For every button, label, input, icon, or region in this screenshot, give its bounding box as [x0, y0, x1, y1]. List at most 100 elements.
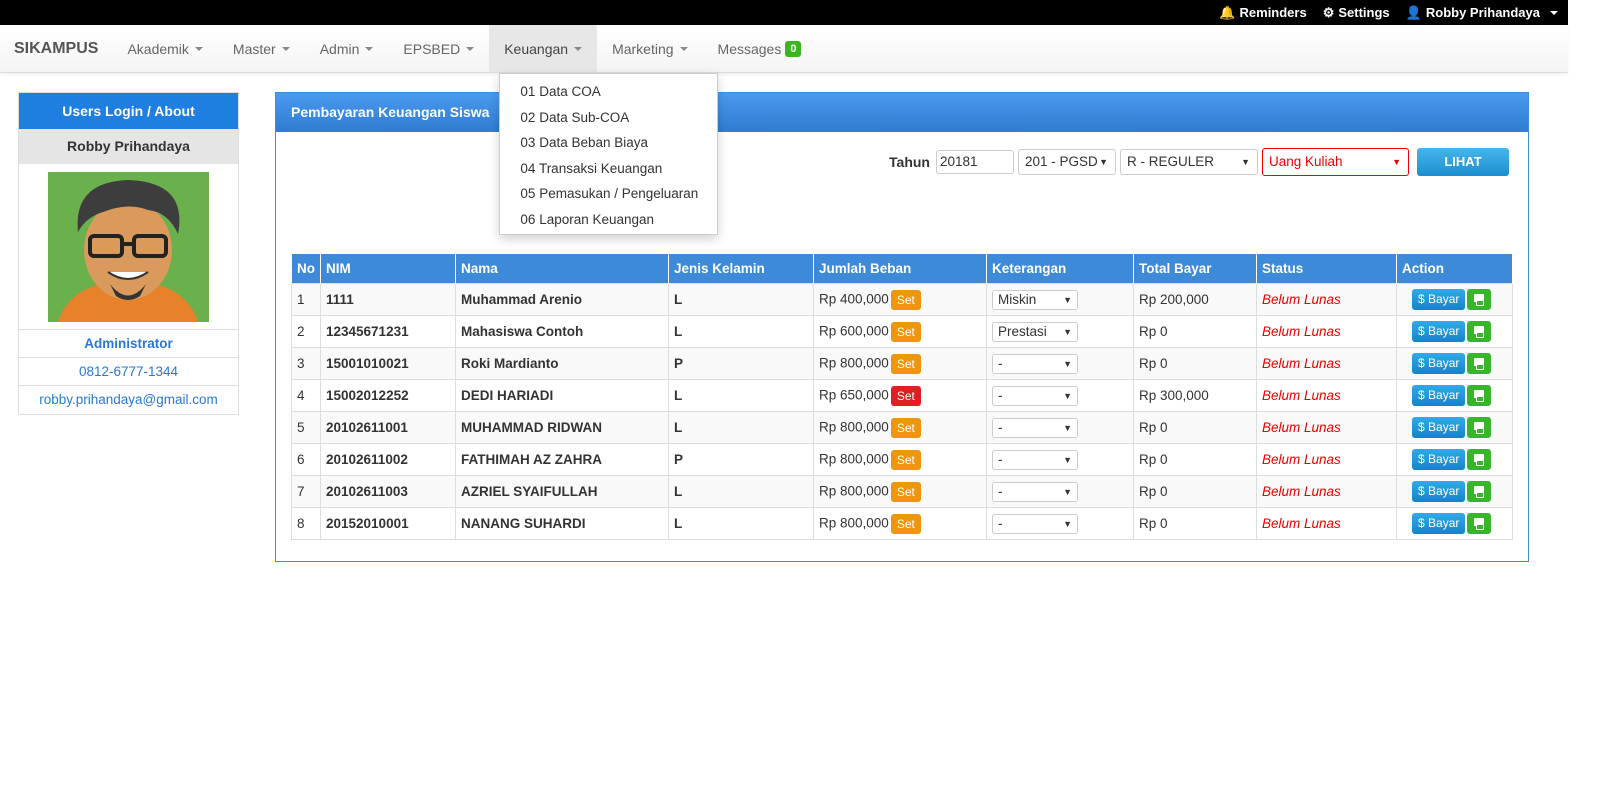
user-menu[interactable]: 👤 Robby Prihandaya: [1406, 5, 1558, 21]
cell-nama: Muhammad Arenio: [455, 283, 669, 316]
bayar-button[interactable]: $ Bayar: [1412, 417, 1466, 439]
menu-item[interactable]: 03 Data Beban Biaya: [520, 135, 649, 150]
nav-keuangan[interactable]: Keuangan: [489, 25, 598, 72]
jenis-biaya-select[interactable]: Uang Kuliah ▼: [1262, 148, 1409, 176]
keterangan-select[interactable]: Miskin ▼: [992, 289, 1078, 310]
nav-master[interactable]: Master: [218, 25, 305, 72]
bayar-label: Bayar: [1428, 452, 1460, 467]
cell-action: $ Bayar: [1396, 347, 1513, 380]
cell-keterangan: - ▼: [986, 507, 1134, 540]
cell-total: Rp 0: [1133, 443, 1257, 476]
cell-total: Rp 0: [1133, 315, 1257, 348]
tahun-input[interactable]: 20181: [936, 150, 1014, 174]
brand-logo[interactable]: SIKAMPUS: [14, 39, 99, 57]
user-phone: 0812-6777-1344: [19, 358, 238, 386]
bayar-button[interactable]: $ Bayar: [1412, 513, 1466, 535]
dropdown-arrow-icon: ▼: [1099, 157, 1108, 167]
reminders-link[interactable]: 🔔 Reminders: [1219, 4, 1307, 21]
keterangan-select[interactable]: - ▼: [992, 385, 1078, 406]
bayar-label: Bayar: [1428, 388, 1460, 403]
cell-no: 2: [291, 315, 321, 348]
bayar-button[interactable]: $ Bayar: [1412, 321, 1466, 343]
keterangan-value: -: [998, 355, 1003, 371]
nav-marketing[interactable]: Marketing: [597, 25, 702, 72]
cell-nim: 1111: [320, 283, 456, 316]
cell-keterangan: - ▼: [986, 443, 1134, 476]
nav-admin[interactable]: Admin: [305, 25, 389, 72]
keterangan-select[interactable]: - ▼: [992, 417, 1078, 438]
dropdown-arrow-icon: ▼: [1063, 518, 1072, 529]
user-icon: 👤: [1405, 4, 1422, 20]
cell-jk: L: [668, 315, 814, 348]
user-email[interactable]: robby.prihandaya@gmail.com: [39, 392, 218, 407]
payment-panel: Pembayaran Keuangan Siswa Tahun 20181 20…: [275, 92, 1529, 562]
dollar-icon: $: [1418, 324, 1429, 339]
nav-akademik[interactable]: Akademik: [112, 25, 217, 72]
keterangan-select[interactable]: - ▼: [992, 449, 1078, 470]
table-row: 7 20102611003 AZRIEL SYAIFULLAH L Rp 800,000…: [291, 475, 1513, 508]
set-button[interactable]: Set: [890, 417, 921, 438]
keterangan-value: Miskin: [998, 291, 1037, 307]
set-button[interactable]: Set: [890, 385, 921, 406]
bayar-button[interactable]: $ Bayar: [1412, 481, 1466, 503]
set-button[interactable]: Set: [890, 481, 921, 502]
avatar: [19, 164, 238, 330]
keterangan-select[interactable]: - ▼: [992, 353, 1078, 374]
messages-count-badge: 0: [785, 40, 802, 57]
bayar-button[interactable]: $ Bayar: [1412, 353, 1466, 375]
print-icon[interactable]: [1467, 480, 1492, 502]
dollar-icon: $: [1418, 292, 1429, 307]
settings-link[interactable]: ⚙ Settings: [1322, 4, 1390, 21]
set-button[interactable]: Set: [890, 321, 921, 342]
top-bar: 🔔 Reminders ⚙ Settings 👤 Robby Prihandaya: [0, 0, 1568, 25]
print-icon[interactable]: [1467, 384, 1492, 406]
bayar-button[interactable]: $ Bayar: [1412, 385, 1466, 407]
prodi-select[interactable]: 201 - PGSD ▼: [1018, 149, 1116, 175]
menu-item[interactable]: 01 Data COA: [520, 84, 601, 99]
keterangan-select[interactable]: - ▼: [992, 513, 1078, 534]
bayar-button[interactable]: $ Bayar: [1412, 449, 1466, 471]
print-icon[interactable]: [1467, 512, 1492, 534]
keterangan-value: -: [998, 419, 1003, 435]
dollar-icon: $: [1418, 452, 1429, 467]
cell-nama: Roki Mardianto: [455, 347, 669, 380]
column-header: Action: [1396, 253, 1513, 284]
nav-messages[interactable]: Messages 0: [703, 25, 817, 72]
lihat-button[interactable]: LIHAT: [1417, 148, 1509, 176]
dropdown-arrow-icon: ▼: [1063, 454, 1072, 465]
menu-item[interactable]: 04 Transaksi Keuangan: [520, 160, 663, 176]
print-icon[interactable]: [1467, 320, 1492, 342]
set-button[interactable]: Set: [890, 289, 921, 310]
cell-beban: Rp 800,000 Set: [813, 507, 987, 540]
set-button[interactable]: Set: [890, 513, 921, 534]
keterangan-select[interactable]: Prestasi ▼: [992, 321, 1078, 342]
table-row: 3 15001010021 Roki Mardianto P Rp 800,000 Set…: [291, 347, 1513, 380]
print-icon[interactable]: [1467, 352, 1492, 374]
cell-status: Belum Lunas: [1256, 443, 1397, 476]
cell-action: $ Bayar: [1396, 443, 1513, 476]
gear-icon: ⚙: [1322, 4, 1335, 20]
tahun-label: Tahun: [889, 154, 930, 170]
cell-nim: 20102611003: [320, 475, 456, 508]
cell-total: Rp 0: [1133, 347, 1257, 380]
menu-item[interactable]: 02 Data Sub-COA: [520, 109, 630, 125]
column-header: Jenis Kelamin: [668, 253, 814, 284]
cell-action: $ Bayar: [1396, 283, 1513, 316]
set-button[interactable]: Set: [890, 353, 921, 374]
menu-item[interactable]: 06 Laporan Keuangan: [520, 211, 655, 227]
nav-epsbed[interactable]: EPSBED: [388, 25, 489, 72]
cell-no: 8: [291, 507, 321, 540]
cell-action: $ Bayar: [1396, 411, 1513, 444]
print-icon[interactable]: [1467, 448, 1492, 470]
print-icon[interactable]: [1467, 288, 1492, 310]
bayar-button[interactable]: $ Bayar: [1412, 289, 1466, 311]
menu-item[interactable]: 05 Pemasukan / Pengeluaran: [520, 186, 699, 201]
cell-beban: Rp 600,000 Set: [813, 315, 987, 348]
set-button[interactable]: Set: [890, 449, 921, 470]
bayar-label: Bayar: [1428, 292, 1460, 307]
cell-no: 7: [291, 475, 321, 508]
keterangan-select[interactable]: - ▼: [992, 481, 1078, 502]
print-icon[interactable]: [1467, 416, 1492, 438]
kelas-select[interactable]: R - REGULER ▼: [1120, 149, 1258, 175]
column-header: Jumlah Beban: [813, 253, 987, 284]
